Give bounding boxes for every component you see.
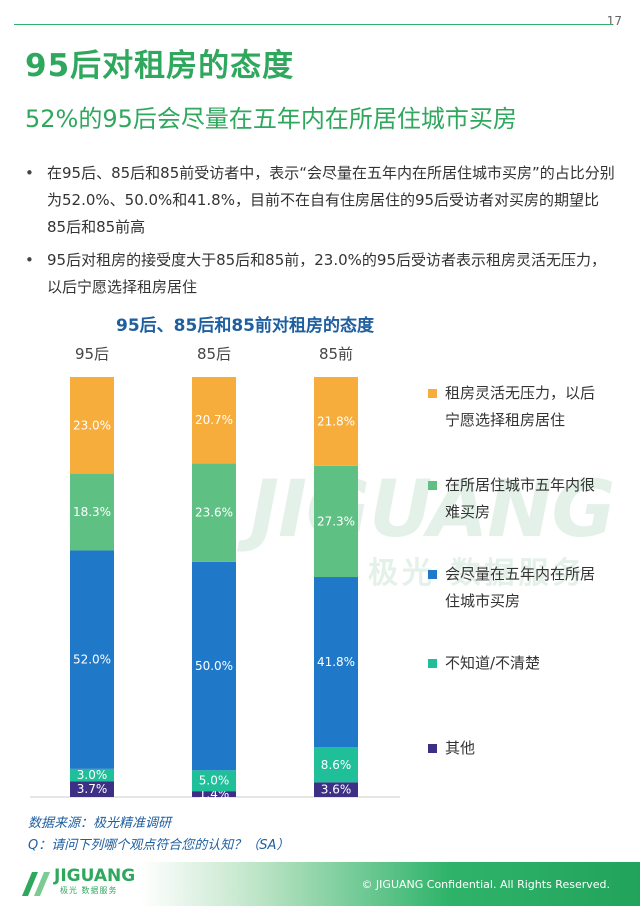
- watermark-sub: 极光 数据服务: [368, 556, 587, 591]
- bar-segment: [70, 473, 114, 551]
- jiguang-logo-icon: [22, 872, 50, 896]
- data-label: 3.0%: [77, 768, 108, 782]
- legend-swatch-icon: [428, 659, 437, 668]
- legend-label: 会尽量在五年内在所居: [445, 565, 596, 583]
- category-label: 85后: [197, 345, 231, 363]
- copyright: © JIGUANG Confidential. All Rights Reser…: [361, 878, 610, 891]
- data-label: 20.7%: [195, 413, 233, 427]
- chart-title: 95后、85后和85前对租房的态度: [116, 316, 374, 336]
- category-label: 95后: [75, 345, 109, 363]
- header-divider: [14, 24, 612, 25]
- bullet-dot-icon: •: [25, 251, 34, 269]
- page-number: 17: [606, 14, 622, 28]
- footer-bar: [0, 862, 640, 906]
- source-line: 数据来源：极光精准调研: [28, 816, 172, 831]
- bar-segment: [314, 577, 358, 748]
- legend-label: 不知道/不清楚: [445, 654, 541, 672]
- data-label: 3.7%: [77, 782, 108, 796]
- bar-segment: [314, 782, 358, 797]
- bullet-text: 在95后、85后和85前受访者中，表示“会尽量在五年内在所居住城市买房”的占比分…: [47, 164, 615, 236]
- data-label: 21.8%: [317, 414, 355, 428]
- bullet-text: 95后对租房的接受度大于85后和85前，23.0%的95后受访者表示租房灵活无压…: [47, 251, 607, 296]
- legend-label: 其他: [445, 739, 476, 757]
- bullet-item: • 95后对租房的接受度大于85后和85前，23.0%的95后受访者表示租房灵活无…: [25, 247, 615, 301]
- footer-logo-sub: 极光 数据服务: [60, 886, 118, 895]
- data-label: 5.0%: [199, 774, 230, 788]
- data-label: 27.3%: [317, 514, 355, 528]
- legend-item: 不知道/不清楚: [428, 650, 625, 677]
- legend-item: 在所居住城市五年内很 难买房: [428, 472, 625, 526]
- data-label: 18.3%: [73, 505, 111, 519]
- bar-segment: [314, 465, 358, 578]
- bar-segment: [314, 747, 358, 783]
- bar-segment: [70, 377, 114, 474]
- legend-label: 在所居住城市五年内很: [445, 476, 596, 494]
- bar-segment: [314, 377, 358, 466]
- legend-swatch-icon: [428, 481, 437, 490]
- legend-item: 其他: [428, 735, 625, 762]
- bar-segment: [192, 463, 236, 562]
- bar-segment: [192, 770, 236, 792]
- legend-label: 宁愿选择租房居住: [445, 411, 566, 429]
- data-label: 52.0%: [73, 653, 111, 667]
- data-label: 23.0%: [73, 418, 111, 432]
- data-label: 50.0%: [195, 659, 233, 673]
- legend-swatch-icon: [428, 389, 437, 398]
- bar-segment: [192, 377, 236, 464]
- legend-item: 会尽量在五年内在所居 住城市买房: [428, 561, 625, 615]
- data-label: 3.6%: [321, 783, 352, 797]
- bar-segment: [70, 550, 114, 769]
- legend-item: 租房灵活无压力，以后 宁愿选择租房居住: [428, 380, 625, 434]
- data-label: 41.8%: [317, 655, 355, 669]
- bar-segment: [192, 791, 236, 797]
- watermark-logo: JIGUANG: [250, 465, 616, 555]
- data-label: 23.6%: [195, 506, 233, 520]
- bullet-dot-icon: •: [25, 164, 34, 182]
- bullet-list: • 在95后、85后和85前受访者中，表示“会尽量在五年内在所居住城市买房”的占比…: [25, 160, 615, 307]
- page-subtitle: 52%的95后会尽量在五年内在所居住城市买房: [25, 105, 517, 133]
- stacked-bar-chart: 95后3.7%3.0%52.0%18.3%23.0%85后1.4%5.0%50.…: [30, 345, 400, 801]
- footer-logo-text: JIGUANG: [54, 866, 136, 886]
- legend-label: 难买房: [445, 503, 491, 521]
- bar-segment: [192, 561, 236, 771]
- legend-label: 住城市买房: [445, 592, 521, 610]
- page-title: 95后对租房的态度: [25, 48, 295, 84]
- data-source: 数据来源：极光精准调研 Q：请问下列哪个观点符合您的认知？（SA）: [28, 813, 289, 857]
- category-label: 85前: [319, 345, 353, 363]
- legend-label: 租房灵活无压力，以后: [445, 384, 596, 402]
- bullet-item: • 在95后、85后和85前受访者中，表示“会尽量在五年内在所居住城市买房”的占比…: [25, 160, 615, 241]
- question-line: Q：请问下列哪个观点符合您的认知？（SA）: [28, 838, 290, 853]
- data-label: 8.6%: [321, 758, 352, 772]
- legend-swatch-icon: [428, 570, 437, 579]
- bar-segment: [70, 781, 114, 797]
- bar-segment: [70, 768, 114, 782]
- legend-swatch-icon: [428, 744, 437, 753]
